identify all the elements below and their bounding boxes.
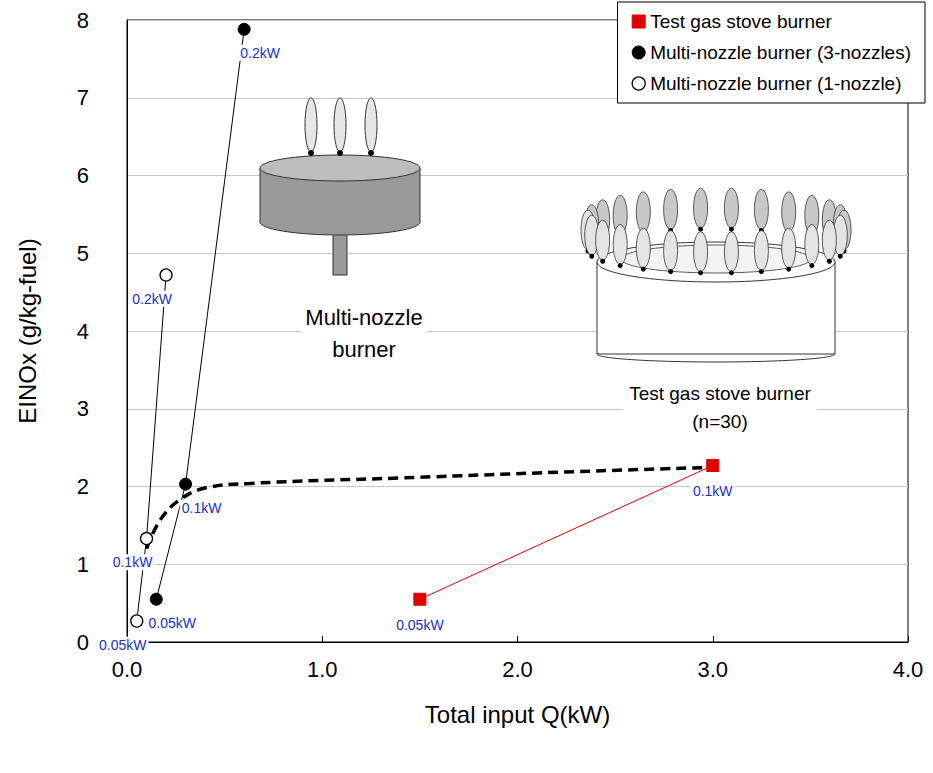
svg-text:8: 8 — [77, 8, 89, 33]
svg-text:0.1kW: 0.1kW — [182, 500, 222, 516]
svg-text:0.1kW: 0.1kW — [693, 483, 733, 499]
svg-text:2: 2 — [77, 474, 89, 499]
svg-text:2.0: 2.0 — [502, 657, 533, 682]
svg-text:6: 6 — [77, 163, 89, 188]
svg-text:0.05kW: 0.05kW — [396, 617, 444, 633]
svg-text:7: 7 — [77, 85, 89, 110]
svg-text:0.0: 0.0 — [112, 657, 143, 682]
svg-text:burner: burner — [332, 337, 396, 362]
svg-text:(n=30): (n=30) — [692, 411, 747, 432]
svg-text:Multi-nozzle burner (1-nozzle): Multi-nozzle burner (1-nozzle) — [650, 73, 901, 94]
svg-text:5: 5 — [77, 241, 89, 266]
svg-text:Total input Q(kW): Total input Q(kW) — [425, 701, 610, 728]
svg-text:1: 1 — [77, 552, 89, 577]
svg-text:Test gas stove burner: Test gas stove burner — [650, 11, 832, 32]
svg-text:0: 0 — [77, 630, 89, 655]
svg-text:Multi-nozzle burner (3-nozzles: Multi-nozzle burner (3-nozzles) — [650, 42, 911, 63]
svg-text:3.0: 3.0 — [697, 657, 728, 682]
svg-text:4.0: 4.0 — [893, 657, 924, 682]
svg-text:0.05kW: 0.05kW — [149, 615, 197, 631]
svg-text:0.2kW: 0.2kW — [132, 291, 172, 307]
svg-text:Multi-nozzle: Multi-nozzle — [305, 305, 422, 330]
svg-text:0.2kW: 0.2kW — [240, 45, 280, 61]
svg-text:Test gas stove burner: Test gas stove burner — [629, 383, 811, 404]
svg-text:0.05kW: 0.05kW — [99, 637, 147, 653]
svg-text:0.1kW: 0.1kW — [113, 554, 153, 570]
svg-text:EINOx (g/kg-fuel): EINOx (g/kg-fuel) — [14, 238, 41, 423]
svg-text:3: 3 — [77, 396, 89, 421]
svg-text:4: 4 — [77, 319, 89, 344]
svg-text:1.0: 1.0 — [307, 657, 338, 682]
